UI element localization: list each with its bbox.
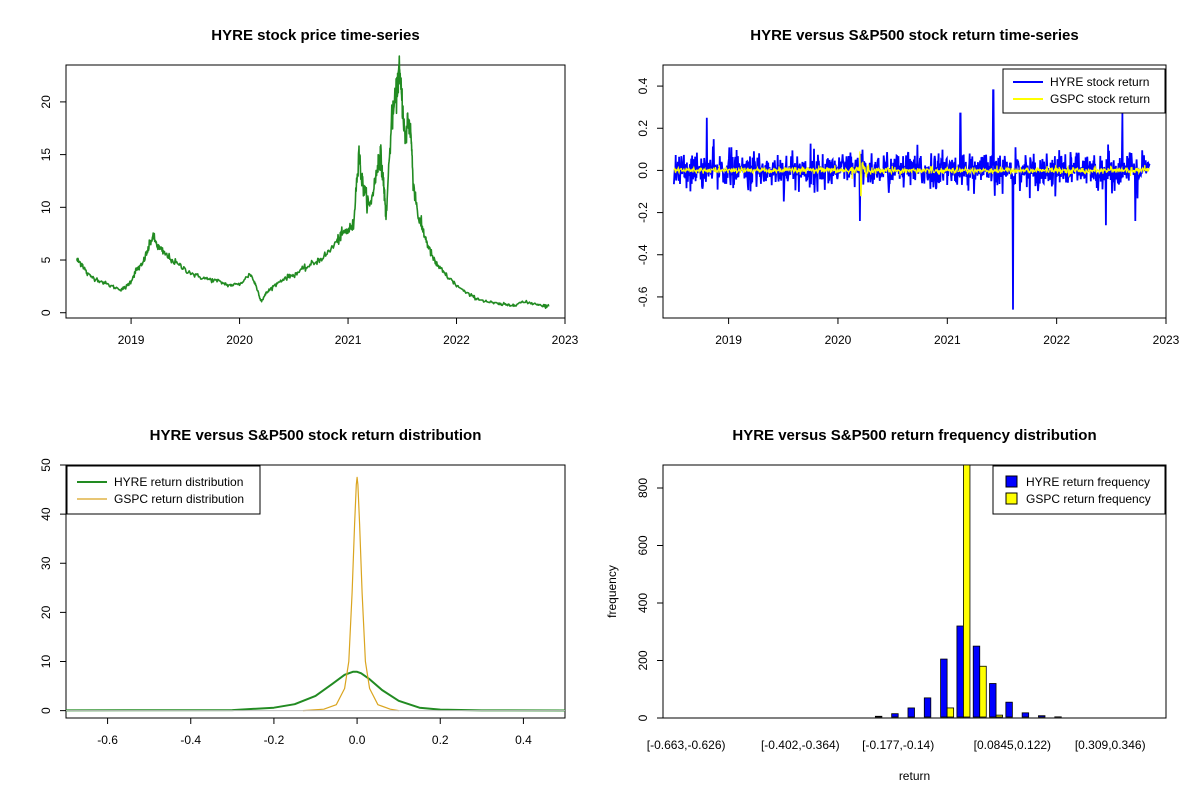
legend-swatch-1 [1005, 492, 1018, 505]
legend-label-1: GSPC stock return [1050, 92, 1150, 106]
bar-0 [874, 715, 883, 718]
y-tick-label: 0 [39, 309, 53, 316]
chart-title: HYRE versus S&P500 return frequency dist… [732, 427, 1096, 444]
x-category-label: [0.309,0.346) [1075, 738, 1146, 752]
x-tick-label: 2022 [443, 333, 470, 347]
bar-0 [891, 713, 899, 718]
chart-title: HYRE stock price time-series [211, 27, 419, 44]
bar-0 [1038, 715, 1046, 718]
x-tick-label: 0.2 [432, 733, 449, 747]
bar-1 [995, 714, 1003, 718]
x-tick-label: 2019 [118, 333, 145, 347]
y-tick-label: 10 [39, 655, 53, 669]
hist-bars [874, 465, 1062, 718]
panel-density: HYRE versus S&P500 stock return distribu… [39, 427, 566, 747]
bar-0 [923, 697, 932, 718]
y-tick-label: -0.6 [636, 286, 650, 307]
x-tick-label: 2023 [1153, 333, 1180, 347]
bar-0 [940, 658, 948, 718]
y-tick-label: 0 [636, 714, 650, 721]
legend-label-1: GSPC return distribution [114, 492, 244, 506]
y-tick-label: -0.2 [636, 202, 650, 223]
y-tick-label: 0.4 [636, 77, 650, 94]
series-line-0 [65, 670, 566, 712]
y-tick-label: 5 [39, 256, 53, 263]
panel-price: HYRE stock price time-series 0 5 10 15 20 2019… [39, 27, 579, 347]
y-tick-label: 200 [636, 650, 650, 670]
y-tick-label: 10 [39, 200, 53, 214]
y-tick-label: 600 [636, 535, 650, 555]
x-tick-label: 0.0 [349, 733, 366, 747]
x-category-label: [-0.402,-0.364) [761, 738, 840, 752]
y-tick-label: 30 [39, 556, 53, 570]
bar-0 [907, 707, 915, 718]
y-tick-label: 20 [39, 605, 53, 619]
legend-swatch-0 [1005, 475, 1018, 488]
y-tick-label: 0.2 [636, 120, 650, 137]
y-tick-label: 50 [39, 458, 53, 472]
x-category-label: [0.0845,0.122) [974, 738, 1051, 752]
bar-1 [963, 465, 971, 718]
legend-label-0: HYRE return frequency [1026, 475, 1150, 489]
y-tick-label: 0.0 [636, 162, 650, 179]
panel-histogram: HYRE versus S&P500 return frequency dist… [605, 427, 1167, 783]
y-tick-label: 20 [39, 95, 53, 109]
legend-label-0: HYRE stock return [1050, 75, 1149, 89]
plot-frame [65, 64, 566, 319]
bar-0 [956, 625, 964, 718]
x-tick-label: 2020 [825, 333, 852, 347]
bar-1 [946, 707, 955, 718]
x-axis-label: return [899, 769, 930, 783]
legend-box [66, 465, 261, 515]
x-tick-label: -0.4 [180, 733, 201, 747]
series-line-0 [76, 55, 550, 309]
y-tick-label: -0.4 [636, 244, 650, 265]
x-tick-label: 2021 [934, 333, 961, 347]
bar-0 [1021, 712, 1030, 718]
y-tick-label: 400 [636, 593, 650, 613]
plot-frame [662, 464, 1167, 719]
bar-0 [989, 683, 997, 718]
legend-box [1002, 68, 1166, 114]
legend-box [992, 465, 1166, 515]
bar-1 [979, 665, 987, 718]
x-category-label: [-0.177,-0.14) [862, 738, 934, 752]
x-category-label: [-0.663,-0.626) [647, 738, 726, 752]
y-tick-label: 0 [39, 707, 53, 714]
y-tick-label: 15 [39, 148, 53, 162]
x-tick-label: 0.4 [515, 733, 532, 747]
series-line-0 [673, 89, 1151, 310]
chart-panels: HYRE stock price time-series 0 5 10 15 20 2019… [39, 27, 1180, 783]
plot-frame [662, 64, 1167, 319]
x-tick-label: -0.6 [97, 733, 118, 747]
series-line-1 [302, 476, 399, 712]
bar-0 [972, 645, 981, 718]
bar-0 [1005, 701, 1013, 718]
chart-title: HYRE versus S&P500 stock return time-ser… [750, 27, 1078, 44]
series-line-1 [673, 151, 1151, 197]
legend-label-1: GSPC return frequency [1026, 492, 1151, 506]
x-tick-label: 2021 [335, 333, 362, 347]
plot-frame [65, 464, 566, 719]
chart-title: HYRE versus S&P500 stock return distribu… [150, 427, 482, 444]
y-axis-label: frequency [605, 565, 619, 618]
x-tick-label: -0.2 [264, 733, 285, 747]
panel-returns: HYRE versus S&P500 stock return time-ser… [636, 27, 1180, 347]
legend-label-0: HYRE return distribution [114, 475, 243, 489]
x-tick-label: 2019 [715, 333, 742, 347]
y-tick-label: 800 [636, 478, 650, 498]
x-tick-label: 2022 [1043, 333, 1070, 347]
x-tick-label: 2020 [226, 333, 253, 347]
y-tick-label: 40 [39, 507, 53, 521]
x-tick-label: 2023 [552, 333, 579, 347]
